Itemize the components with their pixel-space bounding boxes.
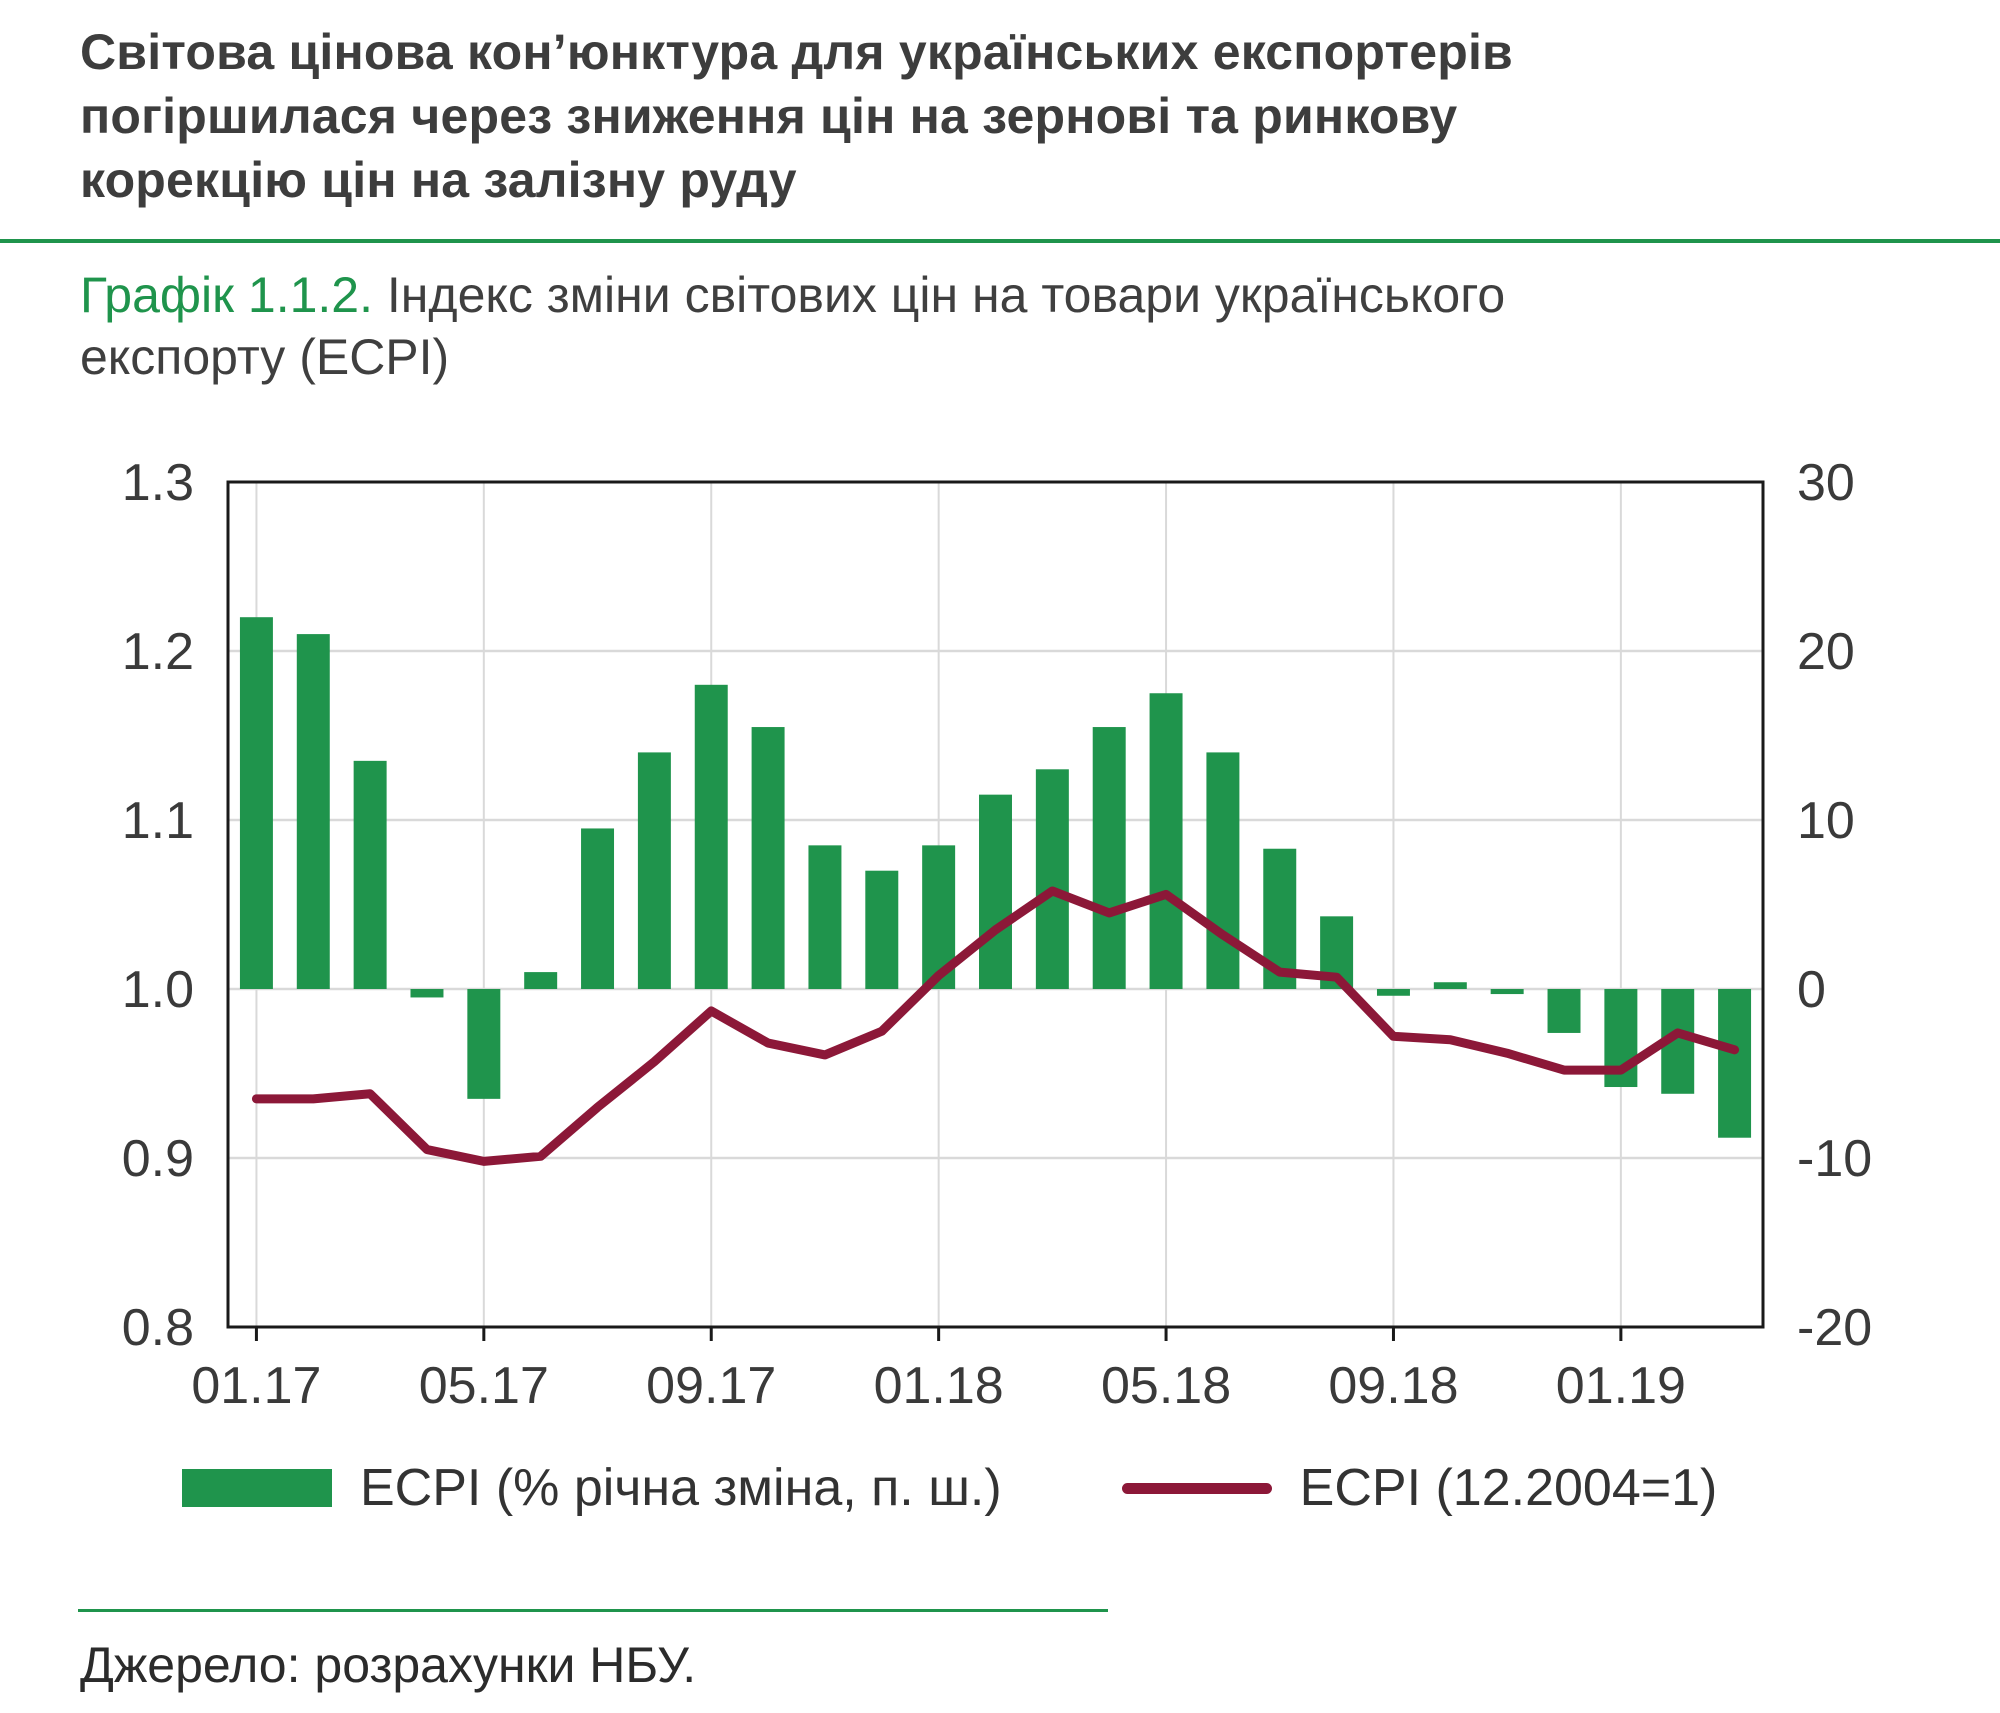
legend-label-bars: ECPI (% річна зміна, п. ш.) (360, 1459, 1002, 1517)
svg-text:10: 10 (1797, 792, 1855, 850)
bottom-divider (78, 1609, 1108, 1612)
svg-text:30: 30 (1797, 454, 1855, 512)
svg-text:01.19: 01.19 (1556, 1357, 1686, 1415)
svg-text:1.1: 1.1 (122, 792, 194, 850)
legend-label-line: ECPI (12.2004=1) (1299, 1459, 1718, 1517)
svg-text:-20: -20 (1797, 1299, 1872, 1357)
svg-text:0.8: 0.8 (122, 1299, 194, 1357)
chart-legend: ECPI (% річна зміна, п. ш.) ECPI (12.200… (182, 1458, 1717, 1518)
legend-item-line: ECPI (12.2004=1) (1121, 1458, 1718, 1518)
bar-series-swatch-icon (182, 1469, 332, 1507)
svg-text:05.18: 05.18 (1101, 1357, 1231, 1415)
svg-text:1.2: 1.2 (122, 623, 194, 681)
svg-text:1.3: 1.3 (122, 454, 194, 512)
svg-text:-10: -10 (1797, 1130, 1872, 1188)
line-series-swatch-icon (1121, 1482, 1272, 1494)
svg-text:09.18: 09.18 (1328, 1357, 1458, 1415)
svg-text:0.9: 0.9 (122, 1130, 194, 1188)
svg-text:0: 0 (1797, 961, 1826, 1019)
svg-text:20: 20 (1797, 623, 1855, 681)
top-divider (0, 239, 2000, 243)
svg-text:01.17: 01.17 (191, 1357, 321, 1415)
svg-text:1.0: 1.0 (122, 961, 194, 1019)
source-note: Джерело: розрахунки НБУ. (80, 1637, 697, 1693)
chart-caption: Графік 1.1.2. Індекс зміни світових цін … (80, 264, 1700, 388)
svg-text:01.18: 01.18 (874, 1357, 1004, 1415)
svg-text:05.17: 05.17 (419, 1357, 549, 1415)
chart-caption-text: Індекс зміни світових цін на товари укра… (80, 267, 1506, 385)
svg-text:09.17: 09.17 (646, 1357, 776, 1415)
legend-item-bars: ECPI (% річна зміна, п. ш.) (182, 1458, 1002, 1518)
ecpi-chart: 1.3 1.2 1.1 1.0 0.9 0.8 30 20 10 0 -10 -20 01.17 05.1… (122, 454, 1872, 1415)
page-title: Світова цінова кон’юнктура для українськ… (80, 24, 1513, 208)
chart-caption-number: Графік 1.1.2. (80, 267, 373, 323)
